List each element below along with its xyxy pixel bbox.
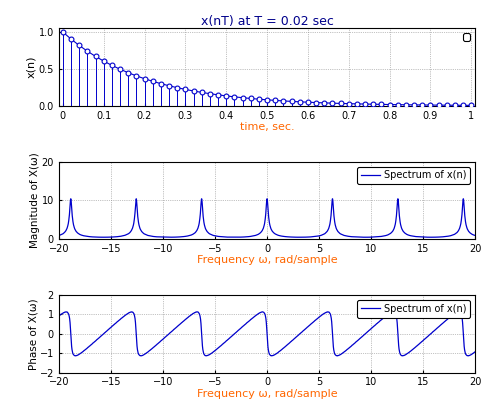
X-axis label: time, sec.: time, sec.: [240, 122, 294, 132]
X-axis label: Frequency ω, rad/sample: Frequency ω, rad/sample: [197, 256, 337, 266]
Y-axis label: Magnitude of X(ω): Magnitude of X(ω): [30, 153, 40, 248]
Y-axis label: Phase of X(ω): Phase of X(ω): [28, 298, 38, 370]
Y-axis label: x(n): x(n): [26, 56, 36, 78]
Legend: Spectrum of x(n): Spectrum of x(n): [357, 300, 470, 318]
Title: x(nT) at T = 0.02 sec: x(nT) at T = 0.02 sec: [200, 15, 334, 28]
X-axis label: Frequency ω, rad/sample: Frequency ω, rad/sample: [197, 389, 337, 399]
Legend: : [463, 33, 470, 41]
Legend: Spectrum of x(n): Spectrum of x(n): [357, 166, 470, 184]
